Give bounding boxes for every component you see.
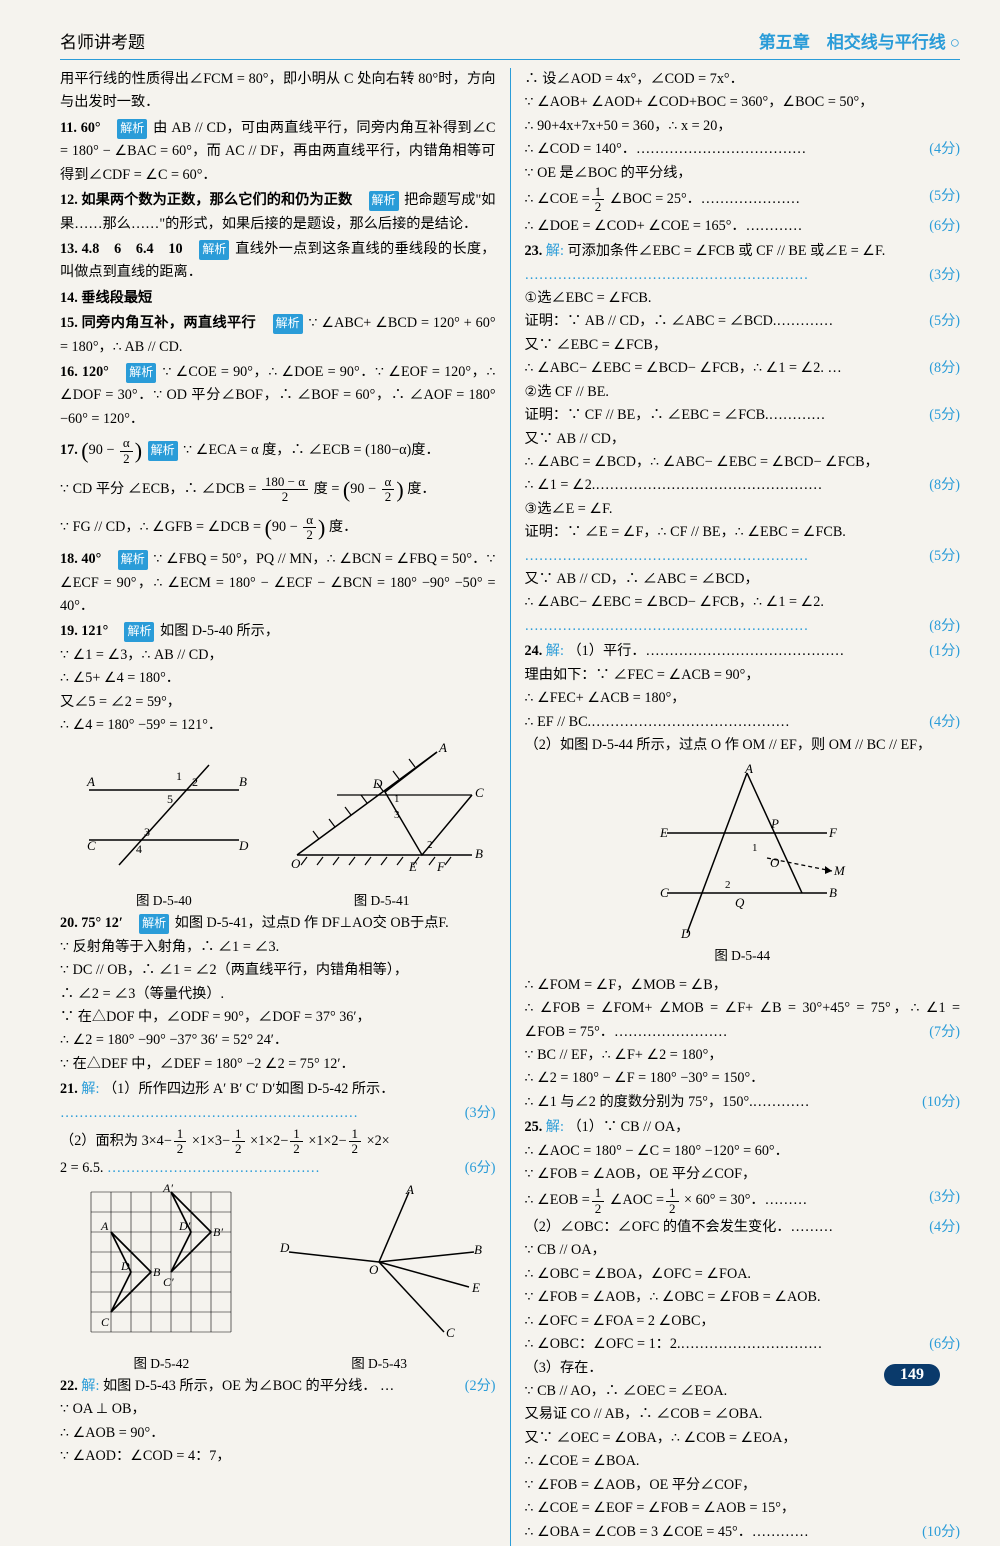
figcap-42: 图 D-5-42 [71,1353,251,1375]
svg-text:B: B [153,1265,161,1279]
svg-text:C: C [101,1315,110,1329]
analysis-tag: 解析 [117,119,147,139]
left-column: 用平行线的性质得出∠FCM = 80°，即小明从 C 处向右转 80°时，方向与… [60,68,496,1546]
svg-text:B: B [829,885,837,900]
item-21b: （2）面积为 3×4−12 ×1×3−12 ×1×2−12 ×1×2−12 ×2… [60,1127,496,1180]
analysis-tag: 解析 [148,441,178,461]
figcap-40: 图 D-5-40 [69,890,259,912]
item-24b: ∴ ∠FOM = ∠F，∠MOB = ∠B， ∴ ∠FOB = ∠FOM+ ∠M… [525,974,961,1115]
svg-text:5: 5 [167,792,173,806]
svg-text:C′: C′ [163,1275,174,1289]
figcap-43: 图 D-5-43 [274,1353,484,1375]
item-15: 15. 同旁内角互补，两直线平行 解析 ∵ ∠ABC+ ∠BCD = 120° … [60,312,496,359]
figure-d-5-44-wrap: A E F C B D M O P Q 1 2 图 D-5-44 [525,763,961,967]
item-19: 19. 121° 解析 如图 D-5-40 所示， ∵ ∠1 = ∠3，∴ AB… [60,620,496,737]
svg-text:D: D [279,1240,290,1255]
item-25: 25. 解: （1）∵ CB // OA， ∴ ∠AOC = 180° − ∠C… [525,1116,961,1544]
svg-text:O: O [291,856,301,871]
figcap-44: 图 D-5-44 [525,945,961,967]
para: 用平行线的性质得出∠FCM = 80°，即小明从 C 处向右转 80°时，方向与… [60,68,496,115]
item-13: 13. 4.8 6 6.4 10 解析 直线外一点到这条直线的垂线段的长度，叫做… [60,238,496,285]
analysis-tag: 解析 [369,191,399,211]
svg-text:A: A [744,763,753,776]
svg-text:F: F [828,825,838,840]
svg-text:2: 2 [192,775,198,789]
svg-text:B′: B′ [213,1225,223,1239]
svg-text:C: C [446,1325,455,1340]
svg-text:C: C [475,785,484,800]
svg-text:2: 2 [427,839,433,851]
svg-text:C: C [660,885,669,900]
figure-d-5-43: A B C D E O [274,1182,484,1342]
svg-text:3: 3 [144,825,150,839]
svg-text:P: P [770,816,779,831]
item-17: 17. (90 − α2) 解析 ∵ ∠ECA = α 度，∴ ∠ECB = (… [60,433,496,469]
svg-text:E: E [659,825,668,840]
svg-text:M: M [833,863,846,878]
page-number: 149 [884,1364,940,1386]
column-divider [510,68,511,1546]
svg-text:B: B [474,1242,482,1257]
item-20: 20. 75° 12′ 解析 如图 D-5-41，过点D 作 DF⊥AO交 OB… [60,912,496,1076]
item-14: 14. 垂线段最短 [60,287,496,310]
svg-text:O: O [770,855,780,870]
item-17c: ∵ FG // CD，∴ ∠GFB = ∠DCB = (90 − α2) 度． [60,510,496,546]
svg-text:C: C [87,838,96,853]
figure-d-5-40: A B C D 1 2 5 3 4 [69,750,259,880]
header-left: 名师讲考题 [60,28,145,53]
item-21: 21. 解: （1）所作四边形 A′ B′ C′ D′如图 D-5-42 所示．… [60,1078,496,1125]
analysis-tag: 解析 [124,622,154,642]
header-right: 第五章 相交线与平行线○ [759,28,960,53]
figure-d-5-42: A B C D A′ B′ C′ D′ [71,1182,251,1342]
svg-text:D: D [120,1259,130,1273]
svg-text:A: A [438,740,447,755]
svg-text:F: F [436,859,446,874]
svg-text:D: D [372,776,383,791]
analysis-tag: 解析 [199,240,229,260]
svg-text:Q: Q [735,895,745,910]
svg-text:1: 1 [752,842,758,854]
item-16: 16. 120° 解析 ∵ ∠COE = 90°，∴ ∠DOE = 90°．∵ … [60,361,496,431]
figure-row-42-43: A B C D A′ B′ C′ D′ 图 D-5-42 [60,1182,496,1375]
figcap-41: 图 D-5-41 [277,890,487,912]
analysis-tag: 解析 [126,363,156,383]
svg-text:A: A [86,774,95,789]
svg-text:1: 1 [176,769,182,783]
svg-text:A′: A′ [162,1182,173,1195]
svg-text:2: 2 [725,879,731,891]
page-header: 名师讲考题 第五章 相交线与平行线○ [60,28,960,60]
figure-d-5-44: A E F C B D M O P Q 1 2 [627,763,857,943]
svg-text:B: B [239,774,247,789]
svg-text:1: 1 [394,793,400,805]
item-17b: ∵ CD 平分 ∠ECB，∴ ∠DCB = 180 − α2 度 = (90 −… [60,472,496,508]
svg-text:O: O [369,1262,379,1277]
content-columns: 用平行线的性质得出∠FCM = 80°，即小明从 C 处向右转 80°时，方向与… [60,68,960,1546]
item-23: 23. 解: 可添加条件∠EBC = ∠FCB 或 CF // BE 或∠E =… [525,240,961,638]
svg-text:D: D [680,926,691,941]
svg-text:E: E [408,859,417,874]
r22: ∴ 设∠AOD = 4x°，∠COD = 7x°． ∵ ∠AOB+ ∠AOD+ … [525,68,961,238]
analysis-tag: 解析 [139,914,169,934]
item-22: 22. 解: 如图 D-5-43 所示，OE 为∠BOC 的平分线． …(2分)… [60,1375,496,1469]
svg-text:4: 4 [136,842,142,856]
figure-d-5-41: A B C D E F O 1 2 3 [277,740,487,880]
item-18: 18. 40° 解析 ∵ ∠FBQ = 50°，PQ // MN，∴ ∠BCN … [60,548,496,618]
svg-text:B: B [475,846,483,861]
item-24: 24. 解: （1）平行．……………………………………(1分) 理由如下：∵ ∠… [525,640,961,757]
item-11: 11. 60° 解析 由 AB // CD，可由两直线平行，同旁内角互补得到∠C… [60,117,496,187]
analysis-tag: 解析 [118,550,148,570]
item-12: 12. 如果两个数为正数，那么它们的和仍为正数 解析 把命题写成"如果……那么…… [60,189,496,236]
svg-text:3: 3 [394,809,400,821]
svg-text:D: D [238,838,249,853]
svg-text:A: A [100,1219,109,1233]
svg-text:D′: D′ [178,1219,191,1233]
analysis-tag: 解析 [273,314,303,334]
figure-row-40-41: A B C D 1 2 5 3 4 图 D-5-40 [60,740,496,913]
svg-text:E: E [471,1280,480,1295]
svg-text:A: A [405,1182,414,1197]
right-column: ∴ 设∠AOD = 4x°，∠COD = 7x°． ∵ ∠AOB+ ∠AOD+ … [525,68,961,1546]
